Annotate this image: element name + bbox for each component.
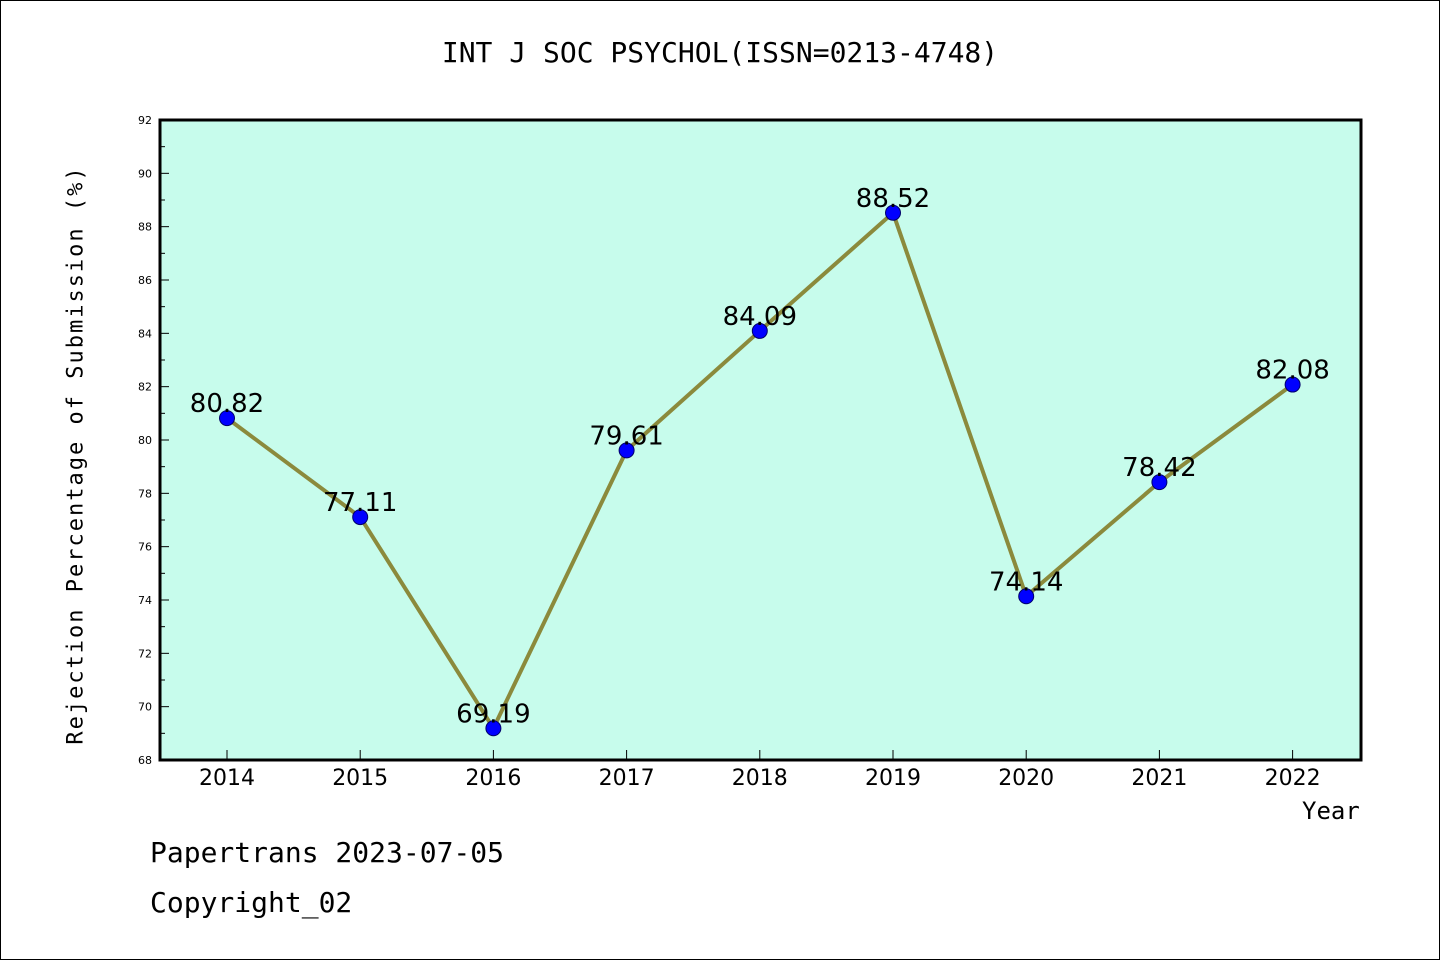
y-tick-label: 74: [138, 594, 152, 607]
plot-background: [160, 120, 1361, 760]
data-label: 84.09: [723, 302, 797, 332]
data-label: 79.61: [589, 421, 663, 451]
data-point: [485, 720, 502, 737]
x-tick-label: 2020: [998, 766, 1054, 791]
data-label: 74.14: [989, 567, 1063, 597]
x-tick-label: 2015: [332, 766, 388, 791]
y-tick-label: 88: [138, 221, 152, 234]
data-point: [885, 204, 901, 221]
data-label: 88.52: [856, 184, 930, 214]
data-point: [1018, 588, 1035, 605]
y-tick-label: 90: [138, 167, 152, 180]
y-tick-label: 86: [138, 274, 152, 287]
data-label: 77.11: [323, 488, 397, 518]
data-point: [219, 410, 235, 427]
y-tick-label: 70: [138, 701, 152, 714]
data-label: 80.82: [190, 389, 264, 419]
x-tick-label: 2022: [1265, 766, 1321, 791]
y-tick-label: 68: [138, 754, 152, 767]
y-tick-label: 78: [138, 487, 152, 500]
y-tick-label: 82: [138, 381, 152, 394]
x-tick-label: 2014: [199, 766, 255, 791]
y-axis-label: Rejection Percentage of Submission (%): [63, 165, 89, 745]
y-tick-label: 72: [138, 647, 152, 660]
data-point: [751, 322, 768, 339]
footer-copyright: Copyright_02: [150, 886, 353, 919]
y-tick-label: 92: [138, 114, 152, 127]
data-label: 78.42: [1122, 453, 1196, 483]
x-tick-label: 2021: [1131, 766, 1187, 791]
x-tick-label: 2019: [865, 766, 921, 791]
data-point: [1284, 376, 1301, 393]
data-point: [1151, 474, 1168, 491]
plot-frame: [158, 118, 1363, 762]
data-point: [618, 442, 635, 459]
data-label: 82.08: [1255, 356, 1329, 386]
footer-source-date: Papertrans 2023-07-05: [150, 836, 505, 869]
chart-title: INT J SOC PSYCHOL(ISSN=0213-4748): [441, 36, 999, 69]
data-point: [352, 509, 369, 526]
x-axis-label: Year: [1302, 797, 1360, 825]
data-label: 69.19: [456, 699, 530, 729]
y-tick-label: 76: [138, 541, 152, 554]
y-tick-label: 80: [138, 434, 152, 447]
y-tick-label: 84: [138, 327, 152, 340]
x-tick-label: 2017: [599, 766, 655, 791]
x-tick-label: 2018: [732, 766, 788, 791]
x-tick-label: 2016: [465, 766, 521, 791]
